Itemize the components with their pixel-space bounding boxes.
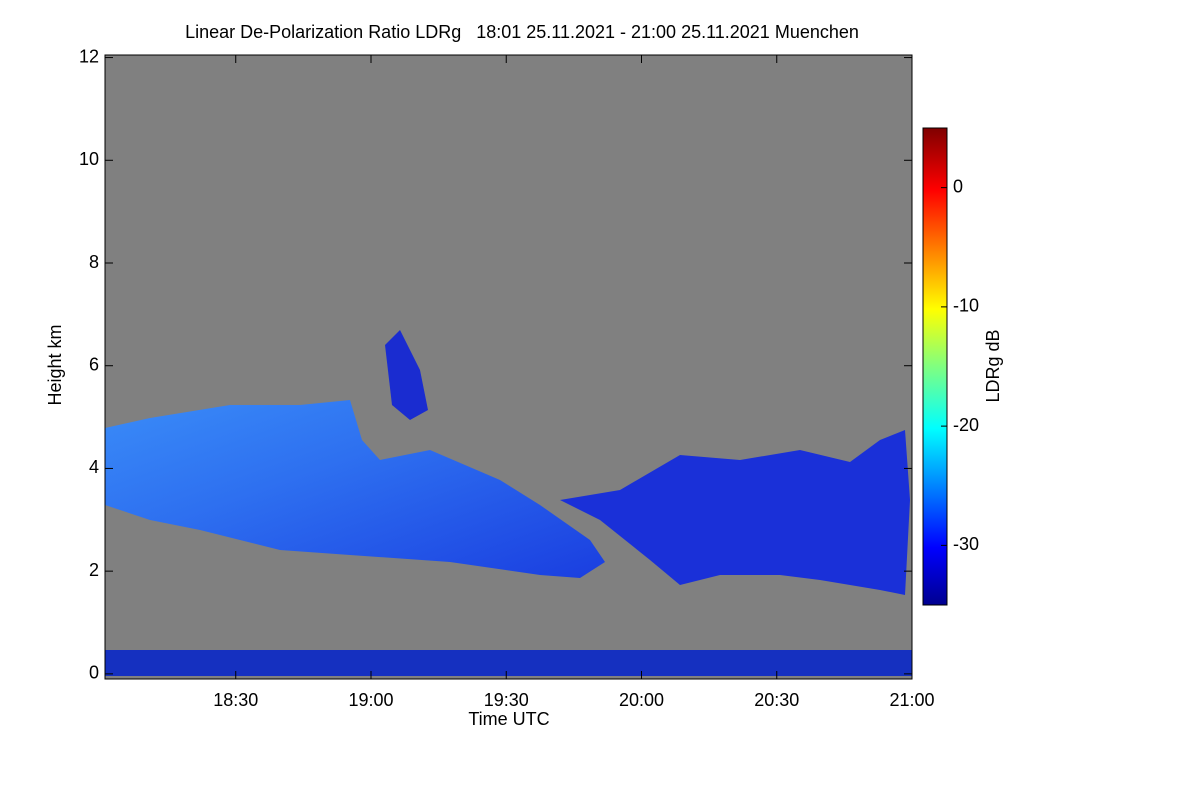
y-tick-label: 4 (89, 457, 99, 477)
plot-frame (104, 54, 913, 680)
y-axis-label: Height km (45, 324, 65, 405)
y-tick-label: 10 (79, 149, 99, 169)
colorbar (922, 127, 948, 606)
x-tick-label: 20:30 (754, 690, 799, 710)
colorbar-tick-label: -20 (953, 415, 979, 435)
cloud-layer (560, 430, 910, 595)
x-tick-label: 19:00 (348, 690, 393, 710)
y-tick-label: 12 (79, 46, 99, 66)
chart-title: Linear De-Polarization Ratio LDRg 18:01 … (185, 22, 859, 42)
plot-background (105, 55, 912, 679)
y-tick-label: 2 (89, 560, 99, 580)
x-axis-label: Time UTC (468, 709, 549, 729)
x-tick-label: 20:00 (619, 690, 664, 710)
y-tick-label: 8 (89, 252, 99, 272)
x-tick-label: 19:30 (484, 690, 529, 710)
x-tick-label: 21:00 (889, 690, 934, 710)
y-tick-label: 6 (89, 354, 99, 374)
cloud-field (105, 330, 912, 676)
cloud-fragment (385, 330, 428, 420)
colorbar-tick-label: -10 (953, 296, 979, 316)
cloud-layer (105, 400, 605, 578)
colorbar-label: LDRg dB (983, 329, 1003, 402)
x-tick-label: 18:30 (213, 690, 258, 710)
y-tick-label: 0 (89, 663, 99, 683)
colorbar-tick-label: -30 (953, 534, 979, 554)
colorbar-tick-label: 0 (953, 176, 963, 196)
ground-clutter (105, 650, 912, 676)
